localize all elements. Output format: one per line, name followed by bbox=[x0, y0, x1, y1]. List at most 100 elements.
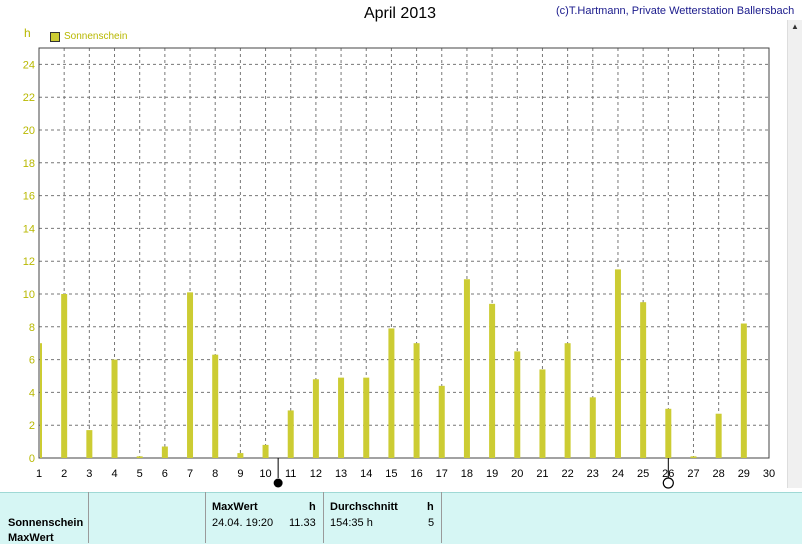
avg-header: Durchschnitt bbox=[330, 501, 398, 513]
bar bbox=[262, 444, 269, 458]
x-tick-label: 19 bbox=[486, 468, 498, 480]
bar bbox=[640, 302, 647, 458]
y-tick-label: 14 bbox=[23, 223, 35, 235]
y-tick-label: 18 bbox=[23, 158, 35, 170]
panel-divider bbox=[88, 492, 89, 543]
x-tick-label: 23 bbox=[587, 468, 599, 480]
max-header: MaxWert bbox=[212, 501, 258, 513]
x-tick-label: 12 bbox=[310, 468, 322, 480]
bar bbox=[388, 328, 395, 458]
full-moon-icon bbox=[662, 477, 674, 489]
x-tick-label: 2 bbox=[61, 468, 67, 480]
panel-divider bbox=[441, 492, 442, 543]
bar bbox=[86, 430, 93, 458]
row-label-maxwert: MaxWert bbox=[8, 532, 54, 544]
bar bbox=[740, 323, 747, 458]
y-tick-label: 24 bbox=[23, 59, 35, 71]
x-tick-label: 11 bbox=[285, 468, 296, 480]
legend-swatch bbox=[50, 31, 60, 42]
x-tick-label: 17 bbox=[436, 468, 448, 480]
bar bbox=[564, 343, 571, 458]
y-tick-label: 4 bbox=[29, 387, 35, 399]
x-tick-label: 27 bbox=[687, 468, 699, 480]
avg-unit: h bbox=[427, 501, 434, 513]
vertical-scrollbar[interactable]: ▲ bbox=[787, 20, 802, 488]
avg-extra: 5 bbox=[428, 517, 435, 529]
bar bbox=[690, 456, 697, 458]
scroll-up-arrow-icon[interactable]: ▲ bbox=[791, 22, 799, 31]
bar bbox=[237, 453, 244, 458]
legend-label: Sonnenschein bbox=[64, 31, 128, 42]
x-tick-label: 16 bbox=[410, 468, 422, 480]
y-tick-label: 16 bbox=[23, 191, 35, 203]
y-tick-label: 10 bbox=[23, 289, 35, 301]
panel-divider bbox=[205, 492, 206, 543]
x-tick-labels: 1 2 3 4 5 6 7 8 9 10 11 12 13 14 15 16 17 18 19 20 21 22 23 24 2… bbox=[36, 468, 775, 480]
plot-frame bbox=[38, 47, 770, 459]
x-tick-label: 18 bbox=[461, 468, 473, 480]
x-tick-label: 8 bbox=[212, 468, 218, 480]
x-tick-label: 20 bbox=[511, 468, 523, 480]
x-tick-label: 22 bbox=[561, 468, 573, 480]
max-datetime: 24.04. 19:20 bbox=[212, 517, 274, 529]
bar bbox=[489, 303, 496, 458]
moon-markers bbox=[273, 458, 674, 489]
grid-lines bbox=[39, 48, 769, 458]
bar bbox=[161, 446, 168, 458]
x-tick-label: 1 bbox=[36, 468, 42, 480]
x-tick-label: 14 bbox=[360, 468, 372, 480]
bar bbox=[463, 279, 470, 458]
bar bbox=[589, 397, 596, 458]
bar bbox=[363, 377, 370, 458]
chart-title: April 2013 bbox=[363, 5, 437, 22]
panel-divider bbox=[323, 492, 324, 543]
bar bbox=[111, 359, 118, 458]
y-tick-label: 0 bbox=[29, 453, 35, 465]
bar bbox=[40, 343, 42, 458]
credit-text: (c)T.Hartmann, Private Wetterstation Bal… bbox=[556, 5, 795, 17]
bar bbox=[514, 351, 521, 458]
y-axis-unit: h bbox=[24, 26, 31, 40]
bar bbox=[539, 369, 546, 458]
new-moon-icon bbox=[273, 478, 283, 488]
x-tick-label: 7 bbox=[187, 468, 193, 480]
bars bbox=[40, 269, 747, 458]
bar bbox=[338, 377, 345, 458]
bar bbox=[665, 408, 672, 458]
y-tick-label: 22 bbox=[23, 92, 35, 104]
x-tick-label: 30 bbox=[763, 468, 775, 480]
max-unit: h bbox=[309, 501, 316, 513]
x-tick-label: 28 bbox=[713, 468, 725, 480]
x-tick-label: 15 bbox=[385, 468, 397, 480]
x-tick-label: 21 bbox=[536, 468, 548, 480]
x-tick-label: 9 bbox=[237, 468, 243, 480]
y-tick-label: 20 bbox=[23, 125, 35, 137]
y-tick-label: 12 bbox=[23, 256, 35, 268]
bar bbox=[413, 343, 420, 458]
x-tick-label: 5 bbox=[137, 468, 143, 480]
x-tick-label: 10 bbox=[259, 468, 271, 480]
bar bbox=[212, 354, 219, 458]
bar bbox=[715, 413, 722, 458]
row-label-sonnenschein: Sonnenschein bbox=[8, 517, 84, 529]
bar bbox=[187, 292, 194, 458]
bar bbox=[312, 379, 319, 458]
x-tick-label: 3 bbox=[86, 468, 92, 480]
bar bbox=[614, 269, 621, 458]
x-tick-label: 6 bbox=[162, 468, 168, 480]
x-tick-label: 29 bbox=[738, 468, 750, 480]
legend: Sonnenschein bbox=[50, 31, 127, 42]
y-tick-label: 8 bbox=[29, 322, 35, 334]
y-tick-label: 2 bbox=[29, 420, 35, 432]
max-value: 11.33 bbox=[289, 517, 316, 529]
x-tick-label: 4 bbox=[111, 468, 117, 480]
x-tick-label: 13 bbox=[335, 468, 347, 480]
x-tick-label: 24 bbox=[612, 468, 624, 480]
y-tick-label: 6 bbox=[29, 355, 35, 367]
bar bbox=[438, 385, 445, 458]
bar bbox=[287, 410, 294, 458]
summary-panel bbox=[0, 492, 802, 544]
avg-value: 154:35 h bbox=[330, 517, 373, 529]
